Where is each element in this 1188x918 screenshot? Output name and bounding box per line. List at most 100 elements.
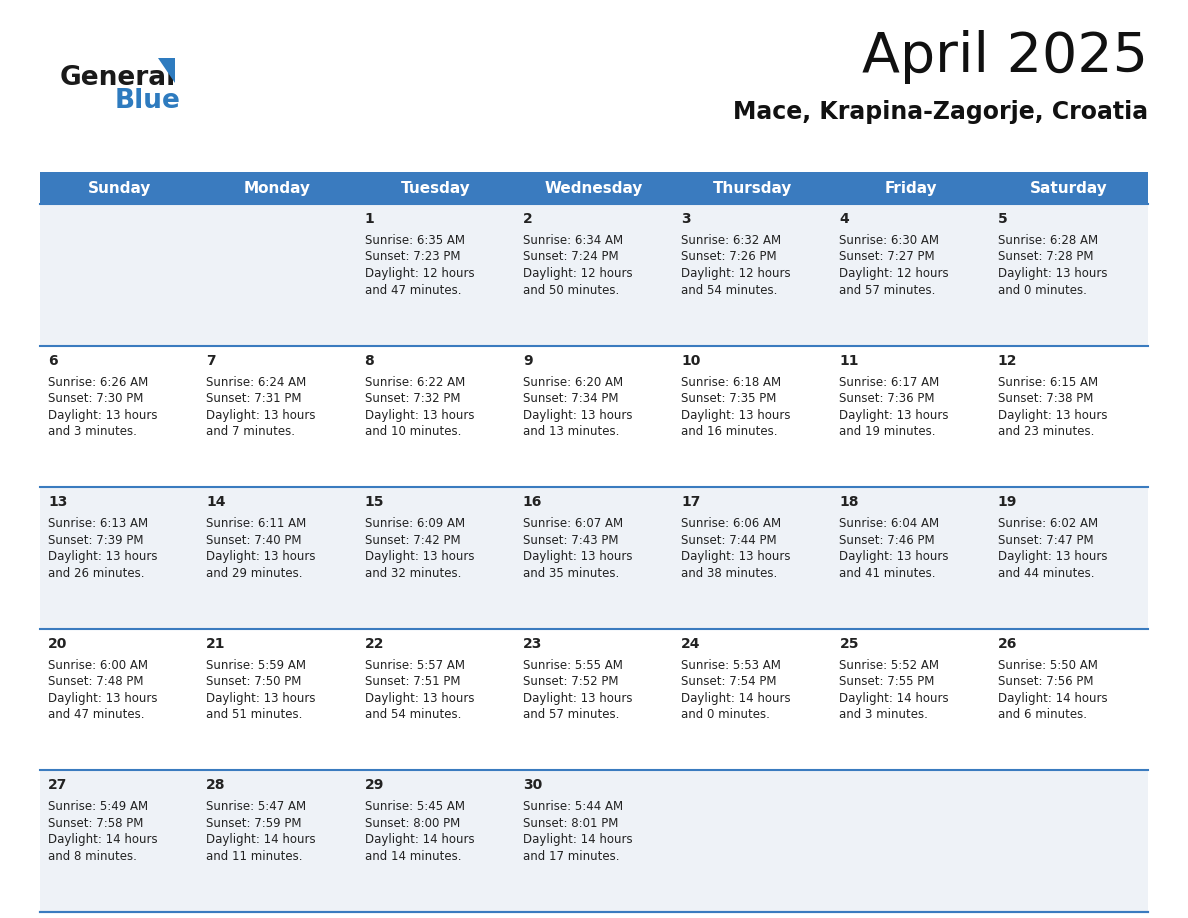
Text: Sunset: 7:42 PM: Sunset: 7:42 PM: [365, 533, 460, 547]
Text: 8: 8: [365, 353, 374, 367]
Text: 26: 26: [998, 637, 1017, 651]
Text: 16: 16: [523, 495, 542, 509]
Text: Sunrise: 5:55 AM: Sunrise: 5:55 AM: [523, 659, 623, 672]
Text: Sunrise: 6:34 AM: Sunrise: 6:34 AM: [523, 234, 623, 247]
Text: 24: 24: [681, 637, 701, 651]
Text: Daylight: 13 hours: Daylight: 13 hours: [523, 550, 632, 564]
Text: Sunrise: 6:00 AM: Sunrise: 6:00 AM: [48, 659, 148, 672]
Text: and 44 minutes.: and 44 minutes.: [998, 566, 1094, 579]
Text: Saturday: Saturday: [1030, 181, 1107, 196]
Bar: [832, 629, 990, 770]
Text: and 10 minutes.: and 10 minutes.: [365, 425, 461, 438]
Text: and 19 minutes.: and 19 minutes.: [840, 425, 936, 438]
Text: 19: 19: [998, 495, 1017, 509]
Text: and 50 minutes.: and 50 minutes.: [523, 284, 619, 297]
Bar: [40, 770, 198, 912]
Text: Sunrise: 6:07 AM: Sunrise: 6:07 AM: [523, 517, 623, 531]
Text: Sunset: 7:43 PM: Sunset: 7:43 PM: [523, 533, 619, 547]
Text: and 47 minutes.: and 47 minutes.: [48, 709, 145, 722]
Text: Sunrise: 6:26 AM: Sunrise: 6:26 AM: [48, 375, 148, 388]
Text: Daylight: 14 hours: Daylight: 14 hours: [365, 834, 474, 846]
Text: and 6 minutes.: and 6 minutes.: [998, 709, 1087, 722]
Text: Sunset: 7:55 PM: Sunset: 7:55 PM: [840, 676, 935, 688]
Text: Sunset: 7:47 PM: Sunset: 7:47 PM: [998, 533, 1093, 547]
Text: and 8 minutes.: and 8 minutes.: [48, 850, 137, 863]
Text: Daylight: 12 hours: Daylight: 12 hours: [523, 267, 632, 280]
Text: and 16 minutes.: and 16 minutes.: [681, 425, 778, 438]
Text: Thursday: Thursday: [713, 181, 792, 196]
Text: Sunrise: 5:59 AM: Sunrise: 5:59 AM: [207, 659, 307, 672]
Text: Sunset: 7:28 PM: Sunset: 7:28 PM: [998, 251, 1093, 263]
Text: 17: 17: [681, 495, 701, 509]
Text: Sunrise: 6:04 AM: Sunrise: 6:04 AM: [840, 517, 940, 531]
Bar: [356, 770, 514, 912]
Text: and 54 minutes.: and 54 minutes.: [681, 284, 777, 297]
Text: and 23 minutes.: and 23 minutes.: [998, 425, 1094, 438]
Bar: [674, 770, 832, 912]
Text: and 0 minutes.: and 0 minutes.: [998, 284, 1087, 297]
Text: Daylight: 13 hours: Daylight: 13 hours: [523, 692, 632, 705]
Text: and 54 minutes.: and 54 minutes.: [365, 709, 461, 722]
Text: 22: 22: [365, 637, 384, 651]
Bar: [832, 770, 990, 912]
Text: Sunset: 7:46 PM: Sunset: 7:46 PM: [840, 533, 935, 547]
Text: Wednesday: Wednesday: [545, 181, 643, 196]
Text: 10: 10: [681, 353, 701, 367]
Bar: [832, 204, 990, 345]
Text: Daylight: 12 hours: Daylight: 12 hours: [681, 267, 791, 280]
Text: and 57 minutes.: and 57 minutes.: [523, 709, 619, 722]
Bar: [356, 172, 514, 204]
Text: Monday: Monday: [244, 181, 311, 196]
Text: Sunset: 7:52 PM: Sunset: 7:52 PM: [523, 676, 619, 688]
Text: and 13 minutes.: and 13 minutes.: [523, 425, 619, 438]
Polygon shape: [158, 58, 175, 83]
Bar: [40, 487, 198, 629]
Text: Daylight: 14 hours: Daylight: 14 hours: [840, 692, 949, 705]
Text: Sunrise: 6:24 AM: Sunrise: 6:24 AM: [207, 375, 307, 388]
Text: Sunrise: 5:57 AM: Sunrise: 5:57 AM: [365, 659, 465, 672]
Text: Sunset: 7:27 PM: Sunset: 7:27 PM: [840, 251, 935, 263]
Text: 13: 13: [48, 495, 68, 509]
Text: April 2025: April 2025: [862, 30, 1148, 84]
Bar: [356, 204, 514, 345]
Text: 28: 28: [207, 778, 226, 792]
Text: 12: 12: [998, 353, 1017, 367]
Text: Sunrise: 6:02 AM: Sunrise: 6:02 AM: [998, 517, 1098, 531]
Text: 5: 5: [998, 212, 1007, 226]
Bar: [990, 172, 1148, 204]
Text: Sunset: 7:51 PM: Sunset: 7:51 PM: [365, 676, 460, 688]
Text: Sunrise: 6:28 AM: Sunrise: 6:28 AM: [998, 234, 1098, 247]
Bar: [514, 172, 674, 204]
Text: Daylight: 13 hours: Daylight: 13 hours: [207, 550, 316, 564]
Text: Sunset: 7:23 PM: Sunset: 7:23 PM: [365, 251, 460, 263]
Text: 14: 14: [207, 495, 226, 509]
Bar: [40, 204, 198, 345]
Text: Sunset: 7:36 PM: Sunset: 7:36 PM: [840, 392, 935, 405]
Text: and 38 minutes.: and 38 minutes.: [681, 566, 777, 579]
Bar: [514, 204, 674, 345]
Text: 9: 9: [523, 353, 532, 367]
Text: Tuesday: Tuesday: [400, 181, 470, 196]
Text: 3: 3: [681, 212, 690, 226]
Text: and 26 minutes.: and 26 minutes.: [48, 566, 145, 579]
Text: and 41 minutes.: and 41 minutes.: [840, 566, 936, 579]
Text: Sunrise: 6:15 AM: Sunrise: 6:15 AM: [998, 375, 1098, 388]
Bar: [832, 487, 990, 629]
Bar: [198, 629, 356, 770]
Text: 11: 11: [840, 353, 859, 367]
Text: Sunrise: 5:49 AM: Sunrise: 5:49 AM: [48, 800, 148, 813]
Text: Daylight: 13 hours: Daylight: 13 hours: [207, 692, 316, 705]
Bar: [514, 770, 674, 912]
Text: and 29 minutes.: and 29 minutes.: [207, 566, 303, 579]
Text: Sunset: 7:30 PM: Sunset: 7:30 PM: [48, 392, 144, 405]
Text: Sunrise: 6:20 AM: Sunrise: 6:20 AM: [523, 375, 623, 388]
Text: Sunset: 7:24 PM: Sunset: 7:24 PM: [523, 251, 619, 263]
Bar: [674, 629, 832, 770]
Text: Daylight: 14 hours: Daylight: 14 hours: [523, 834, 632, 846]
Text: Sunset: 7:54 PM: Sunset: 7:54 PM: [681, 676, 777, 688]
Text: and 11 minutes.: and 11 minutes.: [207, 850, 303, 863]
Text: Sunrise: 6:32 AM: Sunrise: 6:32 AM: [681, 234, 782, 247]
Text: and 51 minutes.: and 51 minutes.: [207, 709, 303, 722]
Text: Sunset: 7:38 PM: Sunset: 7:38 PM: [998, 392, 1093, 405]
Bar: [990, 487, 1148, 629]
